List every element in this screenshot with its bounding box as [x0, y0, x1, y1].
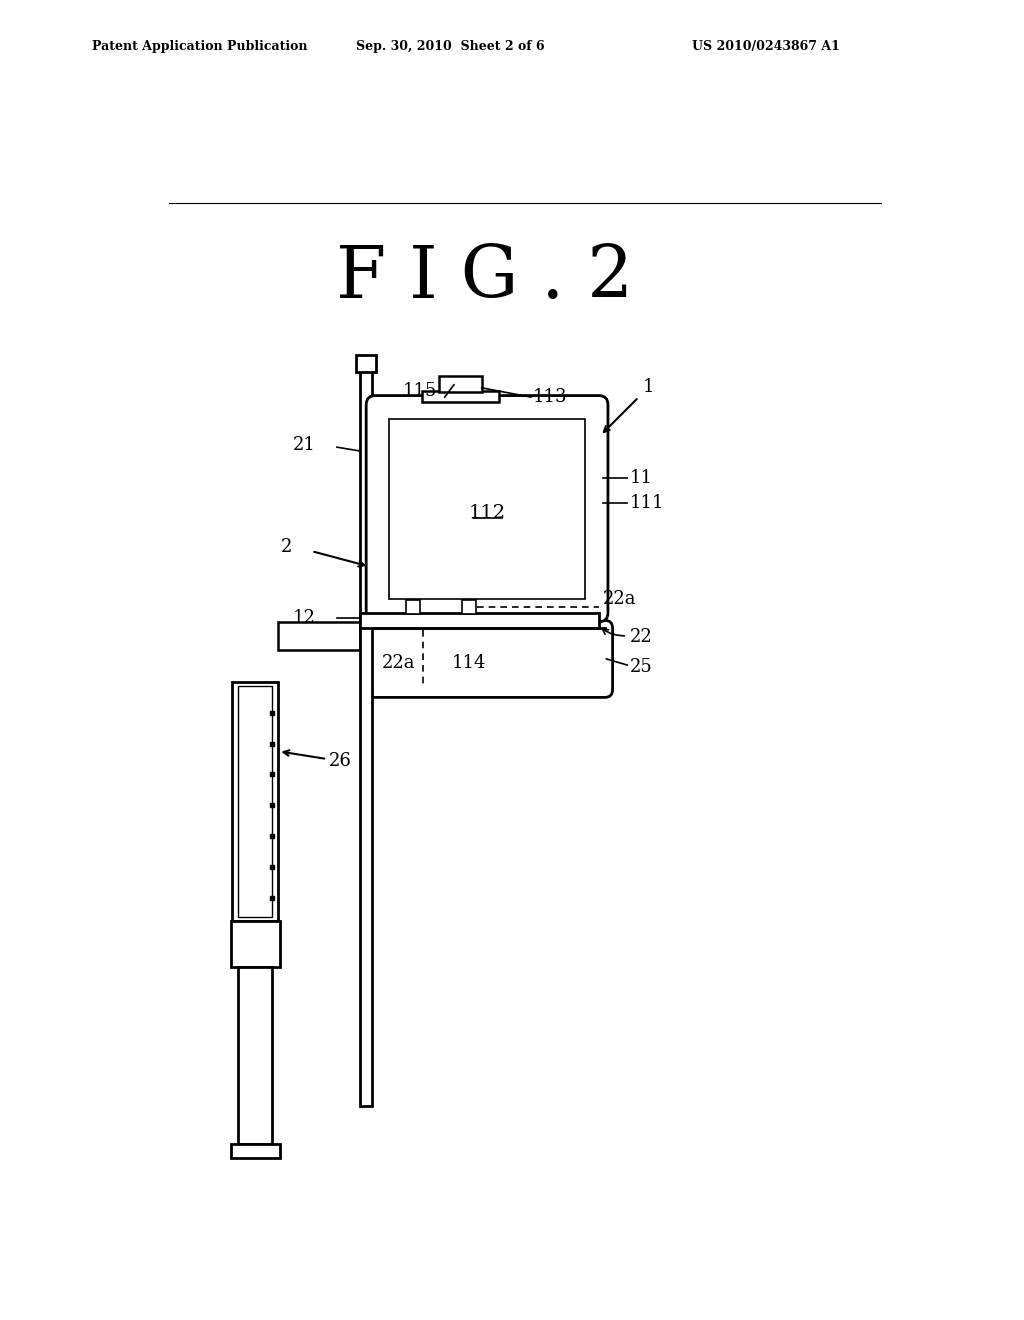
Text: Sep. 30, 2010  Sheet 2 of 6: Sep. 30, 2010 Sheet 2 of 6	[356, 40, 545, 53]
Text: Patent Application Publication: Patent Application Publication	[92, 40, 307, 53]
Text: 115: 115	[402, 381, 437, 400]
Bar	[279, 622, 360, 649]
Bar	[389, 418, 585, 599]
Text: 25: 25	[630, 657, 652, 676]
Text: 21: 21	[293, 436, 315, 454]
Text: 2: 2	[281, 539, 292, 556]
Text: 26: 26	[330, 751, 352, 770]
Text: US 2010/0243867 A1: US 2010/0243867 A1	[692, 40, 840, 53]
Text: 22a: 22a	[602, 590, 636, 607]
Text: 1: 1	[643, 378, 654, 396]
Bar	[422, 391, 499, 401]
Text: 11: 11	[630, 469, 652, 487]
Bar	[438, 376, 481, 392]
Text: 22: 22	[630, 628, 652, 647]
Bar	[232, 682, 279, 921]
Bar	[239, 686, 272, 917]
FancyBboxPatch shape	[367, 396, 608, 622]
Bar	[356, 355, 376, 372]
FancyBboxPatch shape	[368, 620, 612, 697]
Bar	[230, 1144, 280, 1158]
Bar	[462, 601, 475, 614]
Text: 114: 114	[453, 653, 486, 672]
Bar	[407, 601, 420, 614]
Text: 113: 113	[532, 388, 567, 407]
Text: 12: 12	[293, 609, 315, 627]
Text: 111: 111	[630, 495, 664, 512]
Text: 22a: 22a	[382, 653, 416, 672]
Text: 112: 112	[469, 504, 506, 521]
Text: F I G . 2: F I G . 2	[336, 243, 634, 313]
Bar	[230, 921, 280, 966]
Bar	[360, 370, 373, 1106]
Bar	[360, 612, 599, 628]
Bar	[239, 966, 272, 1144]
